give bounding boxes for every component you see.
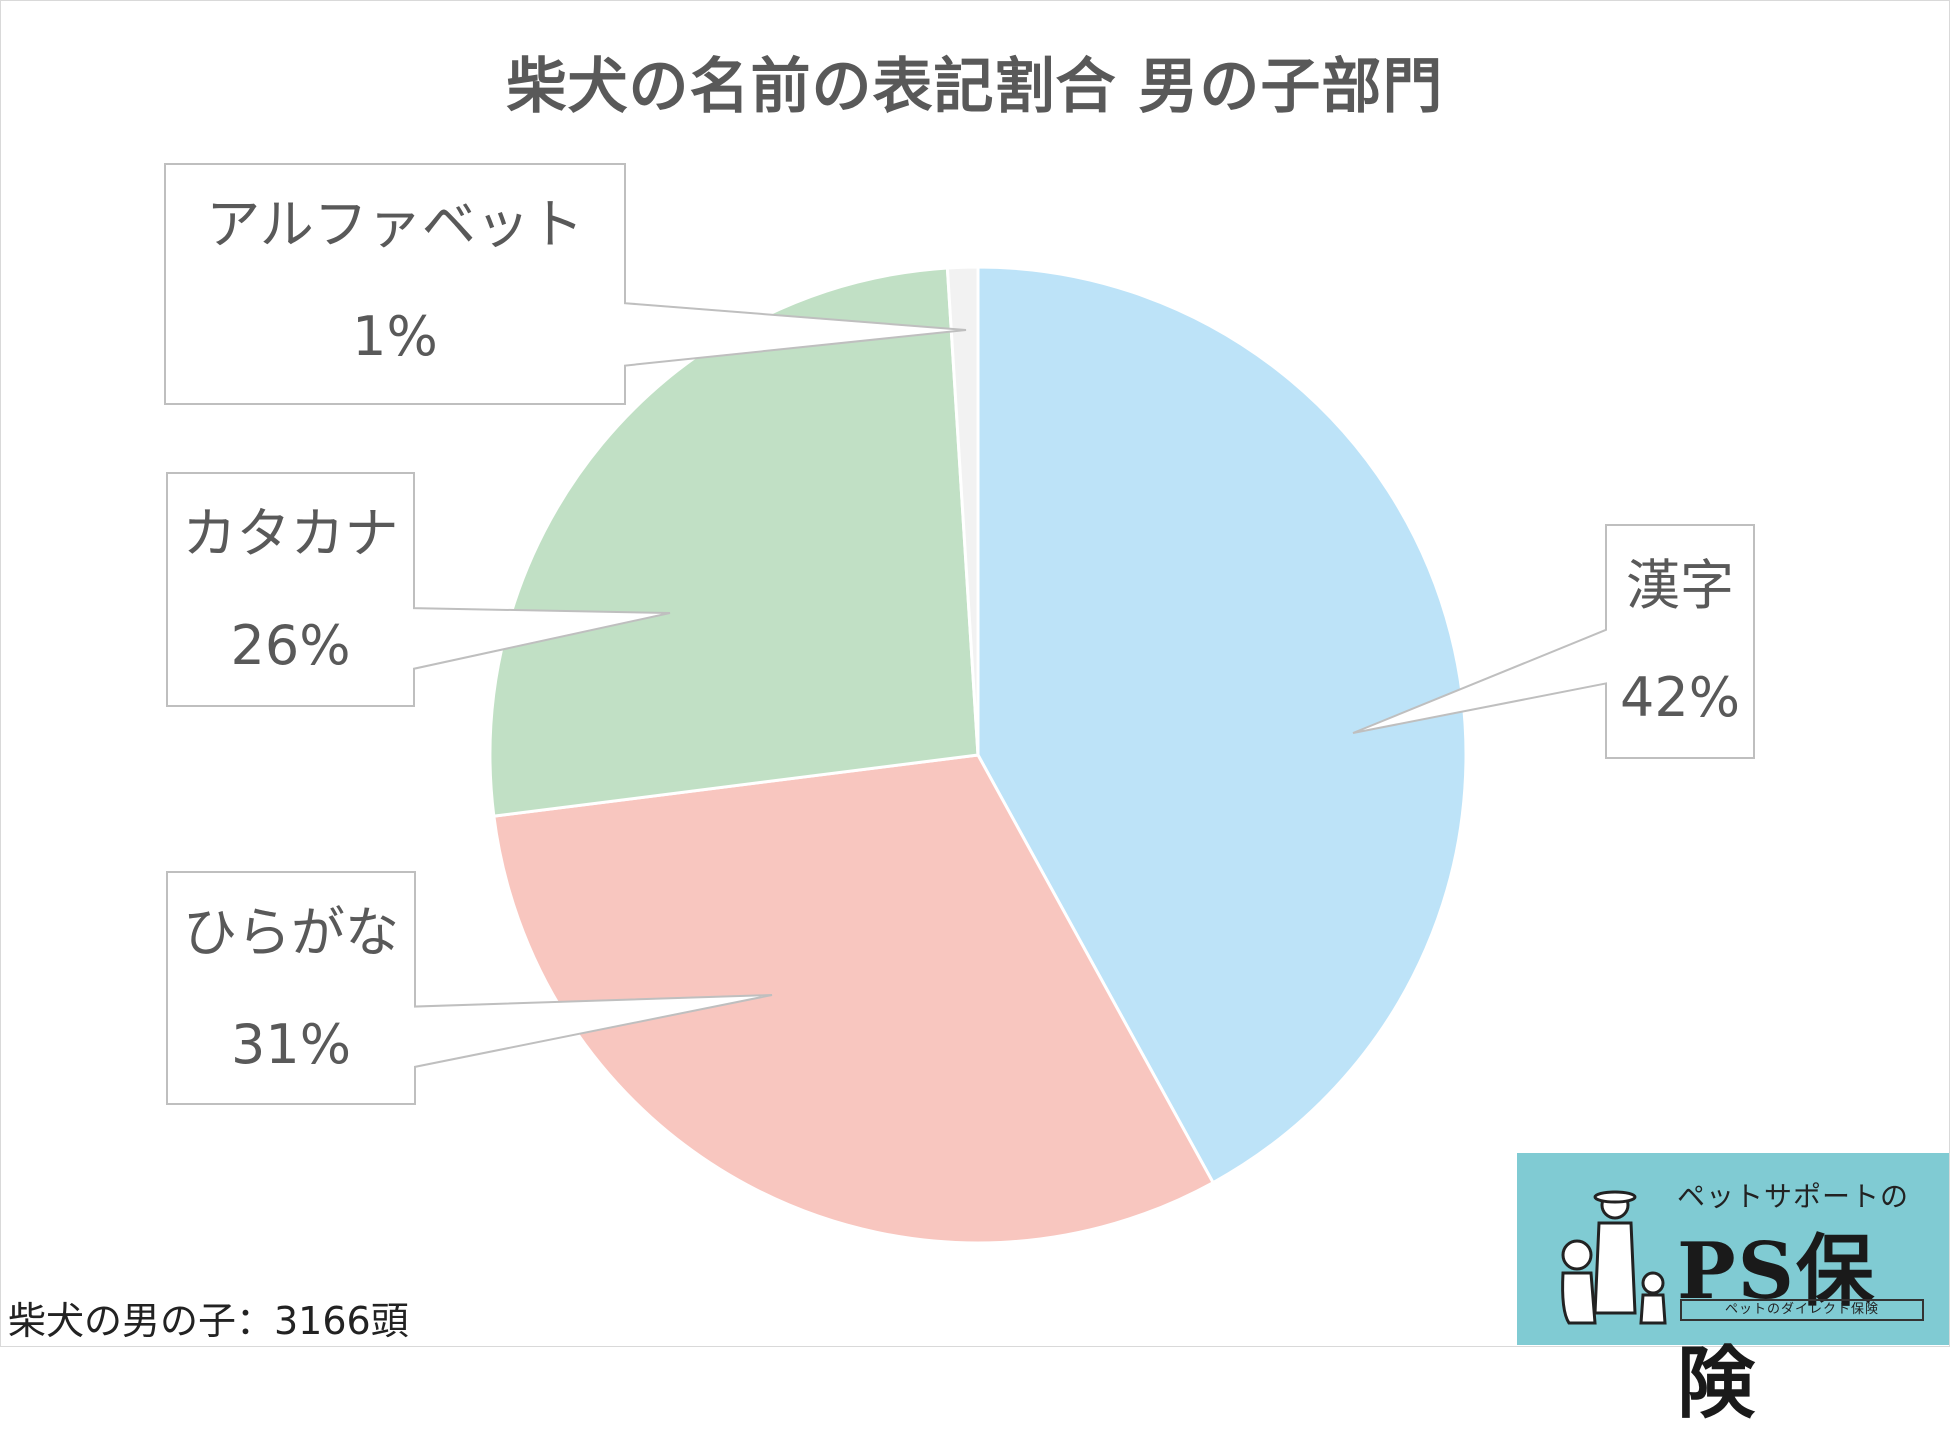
- data-label-1: ひらがな 31%: [167, 906, 415, 1072]
- slice-label: 漢字: [1626, 554, 1734, 617]
- logo-name: PS保険: [1677, 1226, 1876, 1429]
- slice-percent: 42%: [1619, 666, 1741, 729]
- data-label-3: アルファベット 1%: [165, 198, 625, 364]
- pie-chart: [164, 163, 1755, 1245]
- data-label-callout-3: [164, 163, 967, 405]
- pie-slice-2: [488, 266, 980, 818]
- data-label-callout-2: [166, 472, 671, 707]
- slice-percent: 26%: [230, 614, 351, 677]
- data-label-0: 漢字 42%: [1606, 559, 1754, 725]
- logo-tagline: ペットサポートの: [1677, 1180, 1910, 1213]
- pets-and-owner-icon: [1561, 1190, 1667, 1325]
- chart-title: 柴犬の名前の表記割合 男の子部門: [506, 52, 1444, 122]
- pie-slice-0: [976, 265, 1468, 1185]
- slice-label: アルファベット: [206, 193, 584, 256]
- pie-slice-3: [945, 265, 980, 756]
- footnote: 柴犬の男の子：3166頭: [8, 1299, 409, 1343]
- slice-label: ひらがな: [183, 901, 399, 964]
- slice-percent: 31%: [230, 1013, 352, 1076]
- logo-subtitle: ペットのダイレクト保険: [1680, 1299, 1924, 1321]
- data-label-2: カタカナ 26%: [167, 507, 414, 673]
- slice-label: カタカナ: [182, 502, 399, 565]
- data-label-callout-0: [1352, 524, 1755, 759]
- data-label-callout-1: [166, 871, 773, 1105]
- ps-insurance-logo: ペットサポートの PS保険 ペットのダイレクト保険: [1517, 1153, 1949, 1429]
- slice-percent: 1%: [352, 305, 438, 368]
- pie-slice-1: [492, 753, 1216, 1245]
